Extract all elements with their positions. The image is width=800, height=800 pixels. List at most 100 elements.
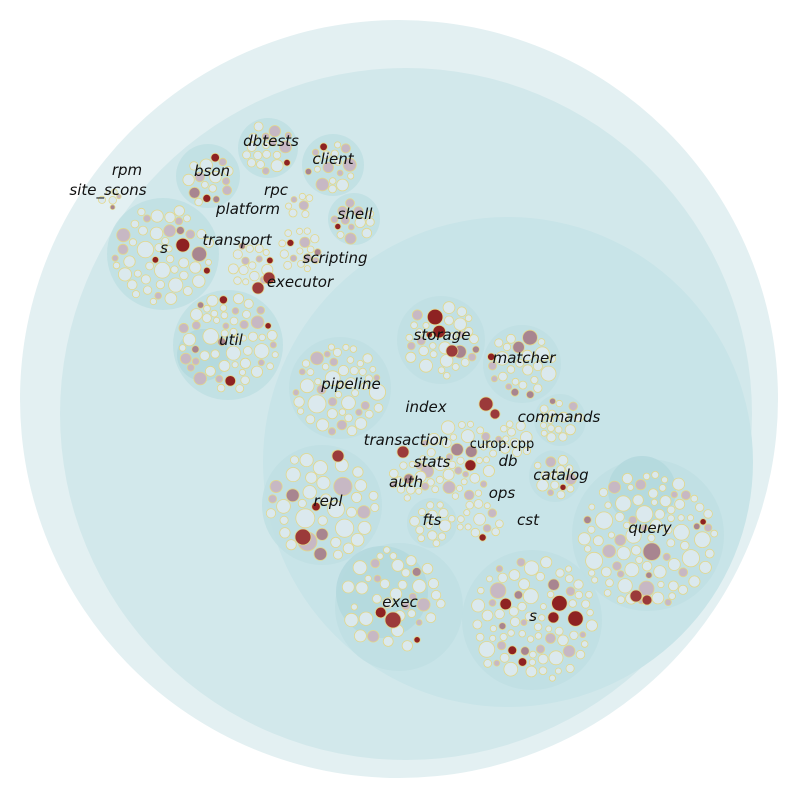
file-leaf-circle[interactable] [460, 478, 468, 486]
file-leaf-circle[interactable] [499, 597, 512, 611]
file-leaf-circle[interactable] [276, 499, 291, 514]
file-leaf-circle[interactable] [337, 364, 349, 376]
file-leaf-circle[interactable] [548, 650, 564, 666]
file-leaf-circle[interactable] [558, 432, 568, 442]
file-leaf-circle[interactable] [547, 578, 560, 591]
file-leaf-circle[interactable] [373, 374, 381, 382]
file-leaf-circle[interactable] [338, 408, 347, 416]
file-leaf-circle[interactable] [451, 362, 460, 371]
file-leaf-circle[interactable] [285, 467, 301, 483]
file-leaf-circle[interactable] [632, 494, 644, 506]
file-leaf-circle[interactable] [506, 365, 516, 374]
file-leaf-circle[interactable] [298, 192, 306, 201]
file-leaf-circle[interactable] [406, 485, 416, 495]
file-leaf-circle[interactable] [524, 611, 535, 622]
file-leaf-circle[interactable] [253, 121, 264, 132]
file-leaf-circle[interactable] [680, 540, 690, 551]
file-leaf-circle[interactable] [337, 381, 346, 389]
file-leaf-circle[interactable] [310, 234, 320, 244]
file-leaf-circle[interactable] [312, 256, 320, 264]
file-leaf-circle[interactable] [182, 173, 195, 186]
file-leaf-circle[interactable] [499, 633, 508, 642]
file-leaf-circle[interactable] [403, 473, 415, 485]
file-leaf-circle[interactable] [535, 644, 546, 654]
file-leaf-circle[interactable] [499, 442, 511, 454]
file-leaf-circle[interactable] [448, 515, 456, 523]
file-leaf-circle[interactable] [533, 383, 543, 393]
file-leaf-circle[interactable] [364, 409, 374, 419]
file-leaf-circle[interactable] [248, 132, 258, 142]
file-leaf-circle[interactable] [496, 640, 507, 651]
file-leaf-circle[interactable] [474, 489, 483, 497]
file-leaf-circle[interactable] [456, 523, 464, 531]
file-leaf-circle[interactable] [460, 357, 470, 367]
file-leaf-circle[interactable] [175, 226, 185, 235]
file-leaf-circle[interactable] [479, 480, 488, 488]
file-leaf-circle[interactable] [466, 420, 474, 428]
file-leaf-circle[interactable] [538, 666, 548, 675]
file-leaf-circle[interactable] [112, 261, 121, 270]
file-leaf-circle[interactable] [436, 599, 446, 609]
file-leaf-circle[interactable] [327, 397, 338, 407]
file-leaf-circle[interactable] [663, 525, 673, 535]
file-leaf-circle[interactable] [384, 611, 402, 629]
file-leaf-circle[interactable] [355, 408, 363, 416]
file-leaf-circle[interactable] [269, 479, 283, 493]
file-leaf-circle[interactable] [118, 267, 133, 282]
file-leaf-circle[interactable] [526, 390, 535, 399]
file-leaf-circle[interactable] [142, 214, 151, 223]
file-leaf-circle[interactable] [322, 161, 335, 174]
file-leaf-circle[interactable] [223, 165, 234, 177]
file-leaf-circle[interactable] [556, 465, 566, 475]
file-leaf-circle[interactable] [344, 612, 359, 628]
file-leaf-circle[interactable] [603, 589, 612, 597]
file-leaf-circle[interactable] [149, 297, 157, 306]
file-leaf-circle[interactable] [284, 229, 293, 237]
file-leaf-circle[interactable] [191, 357, 200, 366]
file-leaf-circle[interactable] [249, 270, 260, 282]
file-leaf-circle[interactable] [304, 168, 312, 176]
file-leaf-circle[interactable] [202, 328, 219, 345]
file-leaf-circle[interactable] [536, 479, 549, 492]
file-leaf-circle[interactable] [347, 172, 355, 180]
file-leaf-circle[interactable] [460, 429, 475, 444]
file-leaf-circle[interactable] [658, 484, 667, 492]
file-leaf-circle[interactable] [538, 614, 546, 622]
file-leaf-circle[interactable] [150, 209, 164, 223]
file-leaf-circle[interactable] [546, 417, 554, 425]
file-leaf-circle[interactable] [204, 365, 216, 377]
file-leaf-circle[interactable] [469, 334, 479, 345]
file-leaf-circle[interactable] [245, 244, 254, 253]
file-leaf-circle[interactable] [349, 366, 359, 376]
file-leaf-circle[interactable] [539, 404, 549, 414]
file-leaf-circle[interactable] [336, 178, 349, 192]
file-leaf-circle[interactable] [346, 356, 355, 364]
file-leaf-circle[interactable] [178, 344, 187, 352]
file-leaf-circle[interactable] [238, 368, 246, 376]
file-leaf-circle[interactable] [235, 384, 245, 394]
file-leaf-circle[interactable] [549, 470, 558, 479]
file-leaf-circle[interactable] [565, 663, 575, 673]
file-leaf-circle[interactable] [667, 558, 681, 571]
file-leaf-circle[interactable] [668, 592, 676, 600]
file-leaf-circle[interactable] [397, 579, 408, 590]
file-leaf-circle[interactable] [415, 619, 423, 626]
file-leaf-circle[interactable] [265, 508, 277, 519]
file-leaf-circle[interactable] [464, 523, 472, 531]
file-leaf-circle[interactable] [498, 622, 507, 630]
file-leaf-circle[interactable] [231, 361, 239, 369]
file-leaf-circle[interactable] [495, 351, 510, 366]
file-leaf-circle[interactable] [379, 578, 390, 589]
file-leaf-circle[interactable] [442, 301, 456, 314]
file-leaf-circle[interactable] [201, 313, 212, 324]
file-leaf-circle[interactable] [317, 515, 328, 526]
file-leaf-circle[interactable] [442, 468, 455, 481]
file-leaf-circle[interactable] [615, 495, 632, 512]
file-leaf-circle[interactable] [271, 351, 279, 359]
file-leaf-circle[interactable] [505, 333, 516, 344]
file-leaf-circle[interactable] [456, 456, 465, 465]
file-leaf-circle[interactable] [417, 534, 426, 543]
file-leaf-circle[interactable] [315, 177, 330, 192]
file-leaf-circle[interactable] [433, 456, 448, 471]
file-leaf-circle[interactable] [505, 383, 513, 391]
